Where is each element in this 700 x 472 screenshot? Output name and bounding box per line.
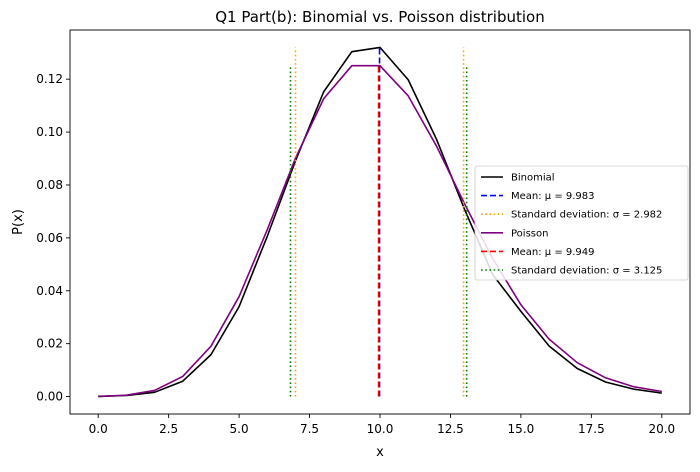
x-axis: 0.0 2.5 5.0 7.5 10.0 12.5 15.0 17.5 20.0 bbox=[89, 414, 675, 436]
legend: Binomial Mean: μ = 9.983 Standard deviatio… bbox=[474, 165, 689, 281]
plot-area bbox=[98, 46, 662, 398]
y-tick-label: 0.08 bbox=[36, 178, 63, 192]
y-tick-label: 0.00 bbox=[36, 390, 63, 404]
series-poisson-line bbox=[98, 64, 662, 398]
x-tick-label: 2.5 bbox=[159, 422, 178, 436]
chart-title: Q1 Part(b): Binomial vs. Poisson distrib… bbox=[215, 8, 544, 26]
x-tick-label: 0.0 bbox=[89, 422, 108, 436]
x-tick-label: 5.0 bbox=[230, 422, 249, 436]
x-tick-label: 7.5 bbox=[300, 422, 319, 436]
legend-box bbox=[474, 165, 689, 281]
x-tick-label: 15.0 bbox=[508, 422, 535, 436]
y-tick-label: 0.02 bbox=[36, 337, 63, 351]
series-binomial-line bbox=[98, 46, 662, 398]
x-tick-label: 12.5 bbox=[437, 422, 464, 436]
x-tick-label: 20.0 bbox=[648, 422, 675, 436]
y-axis: 0.00 0.02 0.04 0.06 0.08 0.10 0.12 bbox=[36, 72, 70, 404]
legend-label: Poisson bbox=[511, 228, 548, 239]
y-tick-label: 0.06 bbox=[36, 231, 63, 245]
x-axis-label: x bbox=[376, 445, 384, 460]
x-tick-label: 10.0 bbox=[367, 422, 394, 436]
legend-label: Standard deviation: σ = 2.982 bbox=[511, 210, 662, 221]
y-axis-label: P(x) bbox=[11, 209, 26, 235]
legend-label: Mean: μ = 9.983 bbox=[511, 191, 595, 202]
y-tick-label: 0.10 bbox=[36, 125, 63, 139]
x-tick-label: 17.5 bbox=[578, 422, 605, 436]
legend-label: Mean: μ = 9.949 bbox=[511, 247, 595, 258]
legend-label: Standard deviation: σ = 3.125 bbox=[511, 266, 662, 277]
y-tick-label: 0.04 bbox=[36, 284, 63, 298]
plot-frame bbox=[69, 29, 691, 415]
legend-label: Binomial bbox=[511, 173, 555, 184]
y-tick-label: 0.12 bbox=[36, 72, 63, 86]
